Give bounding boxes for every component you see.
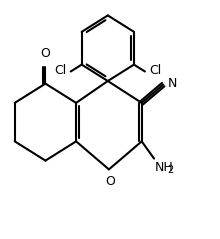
Text: Cl: Cl (149, 64, 161, 77)
Text: Cl: Cl (55, 64, 67, 77)
Text: O: O (40, 47, 50, 60)
Text: 2: 2 (167, 165, 173, 175)
Text: NH: NH (155, 161, 174, 174)
Text: O: O (105, 175, 115, 188)
Text: N: N (168, 77, 177, 90)
